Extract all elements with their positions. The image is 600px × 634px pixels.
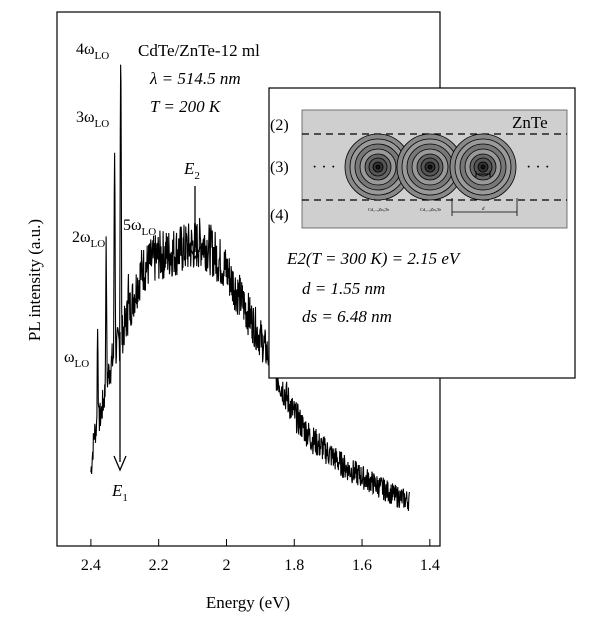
- inset-region-4: (4): [270, 207, 289, 224]
- inset-region-3: (3): [270, 159, 289, 176]
- peak-label-2lo-sub: LO: [91, 238, 106, 250]
- x-tick-label-3: 1.8: [284, 557, 304, 574]
- inset-panel: ZnTe (2) (3) (4) · · · · · · Cd₁₋ₓZnₓTe …: [268, 87, 576, 379]
- spectrum-group: [90, 64, 411, 511]
- x-axis: 2.4 2.2 2 1.8 1.6 1.4: [81, 539, 440, 574]
- y-axis-title: PL intensity (a.u.): [25, 219, 44, 341]
- e1-label: E1: [111, 481, 128, 504]
- inset-layer-label: ZnTe: [512, 113, 548, 132]
- peak-label-4lo-base: 4ω: [76, 41, 95, 58]
- dot-caption-1: Cd₁₋ₓZnₓTe: [368, 207, 389, 212]
- peak-label-5lo-base: 5ω: [123, 217, 142, 234]
- inset-ds-value: ds = 6.48 nm: [302, 307, 392, 326]
- peak-label-1lo-base: ω: [64, 349, 75, 366]
- peak-label-5lo-sub: LO: [142, 226, 157, 238]
- peak-label-4lo: 4ωLO: [76, 41, 109, 62]
- x-tick-label-0: 2.4: [81, 557, 101, 574]
- x-tick-label-4: 1.6: [352, 557, 372, 574]
- peak-label-3lo-base: 3ω: [76, 109, 95, 126]
- peak-label-3lo-sub: LO: [95, 118, 110, 130]
- x-tick-label-2: 2: [222, 557, 230, 574]
- sample-title: CdTe/ZnTe-12 ml: [138, 41, 260, 60]
- x-tick-label-1: 2.2: [149, 557, 169, 574]
- quantum-dot-2-ring-8: [427, 164, 433, 170]
- temperature-label: T = 200 K: [150, 97, 222, 116]
- dot-caption-2: Cd₁₋ₓZnₓTe: [420, 207, 441, 212]
- inset-e2-value: E2(T = 300 K) = 2.15 eV: [286, 249, 462, 268]
- e1-label-base: E: [111, 481, 123, 500]
- e1-arrow-head: [113, 455, 127, 472]
- x-axis-title: Energy (eV): [206, 593, 290, 612]
- inset-region-2: (2): [270, 117, 289, 134]
- peak-label-4lo-sub: LO: [95, 50, 110, 62]
- quantum-dots: [344, 133, 517, 201]
- inset-dots-right: · · ·: [526, 159, 550, 176]
- inset-d-value: d = 1.55 nm: [302, 279, 385, 298]
- inset-spacing-label: d: [482, 207, 485, 212]
- e2-label-sub: 2: [194, 170, 200, 182]
- e2-arrow-head: [188, 245, 202, 260]
- peak-label-2lo: 2ωLO: [72, 229, 105, 250]
- inset-diameter-marker: [475, 171, 491, 177]
- peak-label-2lo-base: 2ω: [72, 229, 91, 246]
- quantum-dot-3-ring-8: [480, 164, 486, 170]
- e2-label: E2: [183, 159, 200, 182]
- spectrum-line: [90, 64, 411, 511]
- peak-label-1lo-sub: LO: [75, 358, 90, 370]
- e1-label-sub: 1: [122, 492, 128, 504]
- excitation-wavelength: λ = 514.5 nm: [149, 69, 241, 88]
- e2-label-base: E: [183, 159, 195, 178]
- peak-label-1lo: ωLO: [64, 349, 89, 370]
- peak-label-3lo: 3ωLO: [76, 109, 109, 130]
- quantum-dot-1-ring-8: [375, 164, 381, 170]
- x-tick-label-5: 1.4: [420, 557, 440, 574]
- peak-label-5lo: 5ωLO: [123, 217, 156, 238]
- inset-dots-left: · · ·: [312, 159, 336, 176]
